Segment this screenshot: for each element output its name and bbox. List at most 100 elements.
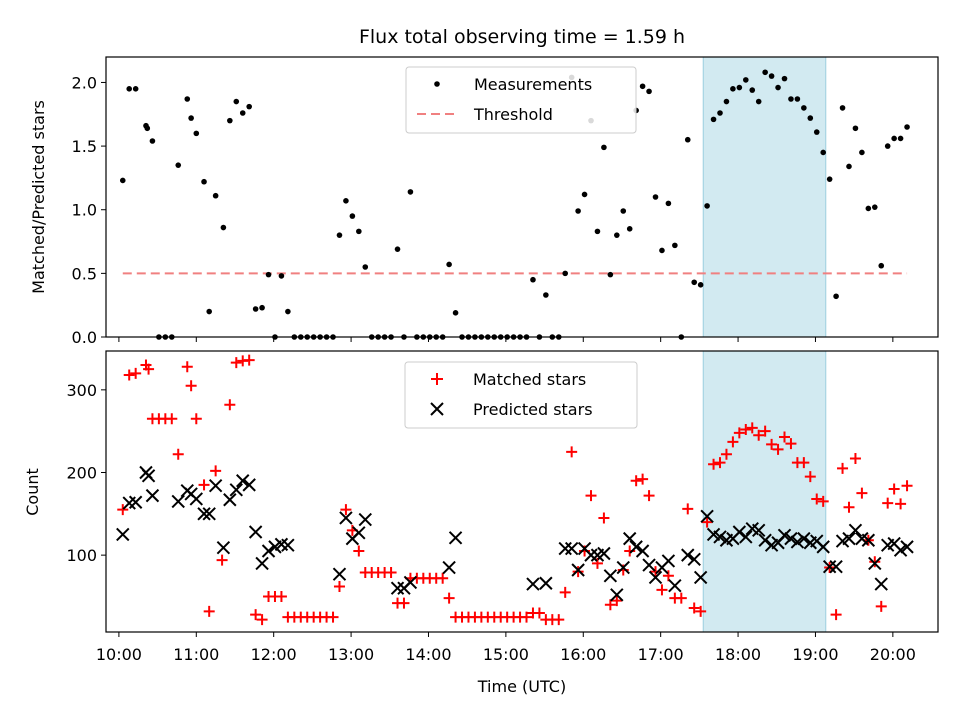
- top-shaded-interval: [702, 56, 827, 338]
- predicted-star-point: [603, 569, 618, 583]
- matched-star-point: [198, 479, 210, 491]
- measurement-point: [904, 124, 910, 130]
- predicted-star-point: [584, 548, 598, 562]
- measurement-point: [126, 86, 133, 92]
- matched-star-point: [888, 483, 900, 495]
- x-tick-label: 14:00: [405, 645, 451, 664]
- x-tick-label: 12:00: [251, 645, 297, 664]
- matched-star-point: [740, 424, 752, 436]
- measurement-point: [265, 271, 272, 278]
- matched-star-point: [521, 611, 533, 623]
- measurement-point: [684, 136, 691, 143]
- x-tick-label: 10:00: [96, 645, 142, 664]
- bottom-shaded-interval: [702, 350, 827, 633]
- predicted-star-point: [242, 478, 256, 492]
- predicted-star-point: [116, 527, 130, 542]
- matched-star-point: [559, 586, 571, 598]
- predicted-star-point: [223, 493, 237, 507]
- measurement-point: [788, 96, 794, 102]
- bottom-y-ticks: 100 200 300: [66, 381, 106, 565]
- bottom-y-axis-label: Count: [23, 468, 42, 516]
- measurement-point: [193, 130, 200, 137]
- measurement-point: [343, 198, 349, 204]
- matched-star-point: [243, 354, 255, 366]
- measurement-point: [175, 162, 182, 168]
- predicted-star-point: [558, 541, 572, 556]
- measurement-point: [826, 176, 833, 182]
- predicted-star-point: [648, 570, 663, 585]
- predicted-star-point: [448, 531, 463, 545]
- x-tick-label: 15:00: [483, 645, 529, 664]
- measurement-point: [710, 116, 717, 123]
- matched-star-point: [123, 369, 135, 381]
- predicted-star-point: [236, 474, 250, 488]
- predicted-star-point: [229, 483, 243, 497]
- legend-predicted-label: Predicted stars: [473, 400, 593, 419]
- matched-star-point: [837, 462, 849, 474]
- matched-star-point: [630, 475, 642, 487]
- predicted-star-point: [861, 533, 876, 547]
- measurement-point: [285, 308, 291, 315]
- measurement-point: [626, 226, 633, 232]
- matched-star-point: [733, 427, 745, 439]
- matched-star-point: [181, 361, 193, 373]
- measurement-point: [736, 84, 743, 91]
- matched-star-point: [210, 465, 222, 477]
- matched-star-point: [224, 399, 236, 411]
- measurement-point: [691, 279, 698, 286]
- top-panel: Flux total observing time = 1.59 h 0.00.…: [29, 26, 939, 347]
- predicted-star-point: [629, 540, 643, 554]
- measurement-point: [607, 271, 614, 278]
- matched-star-point: [333, 581, 345, 593]
- measurement-point: [132, 86, 139, 92]
- matched-star-point: [869, 556, 881, 568]
- legend-matched-label: Matched stars: [473, 370, 586, 389]
- measurement-point: [717, 110, 723, 116]
- matched-star-point: [811, 493, 823, 505]
- matched-star-point: [804, 471, 816, 483]
- matched-star-point: [190, 413, 202, 425]
- x-tick-label: 17:00: [638, 645, 684, 664]
- measurement-point: [897, 135, 904, 142]
- predicted-star-point: [623, 531, 637, 546]
- predicted-star-point: [784, 531, 798, 546]
- predicted-star-point: [874, 577, 888, 591]
- measurement-point: [278, 273, 285, 279]
- measurement-point: [743, 77, 749, 83]
- bottom-data-marks: [116, 354, 914, 626]
- top-x-ticks: [118, 337, 894, 342]
- matched-star-point: [875, 600, 887, 612]
- measurement-point: [212, 192, 219, 199]
- matched-star-point: [701, 516, 713, 528]
- matched-star-point: [598, 512, 610, 524]
- predicted-star-point: [141, 469, 156, 483]
- predicted-star-point: [332, 567, 347, 581]
- top-title: Flux total observing time = 1.59 h: [359, 26, 685, 48]
- measurement-point: [730, 86, 736, 92]
- matched-star-point: [172, 448, 184, 460]
- legend-predicted-marker: [430, 402, 444, 416]
- matched-star-point: [817, 495, 829, 507]
- predicted-star-point: [661, 554, 676, 568]
- x-tick-label: 19:00: [792, 645, 838, 664]
- predicted-star-point: [693, 570, 708, 585]
- legend-threshold-label: Threshold: [473, 105, 553, 124]
- measurement-point: [620, 208, 627, 214]
- predicted-star-point: [189, 492, 204, 506]
- measurement-point: [852, 125, 859, 132]
- predicted-star-point: [281, 538, 295, 552]
- measurement-point: [188, 115, 194, 121]
- matched-star-point: [256, 614, 268, 626]
- predicted-star-point: [261, 544, 276, 558]
- measurement-point: [659, 247, 665, 254]
- bottom-legend: Matched stars Predicted stars: [404, 361, 638, 429]
- measurement-point: [697, 282, 704, 288]
- measurement-point: [149, 138, 156, 144]
- measurement-point: [394, 246, 401, 252]
- matched-star-point: [714, 457, 726, 469]
- measurement-point: [220, 224, 227, 231]
- measurement-point: [184, 96, 191, 102]
- measurement-point: [201, 178, 207, 185]
- matched-star-point: [585, 490, 597, 502]
- measurement-point: [349, 213, 356, 219]
